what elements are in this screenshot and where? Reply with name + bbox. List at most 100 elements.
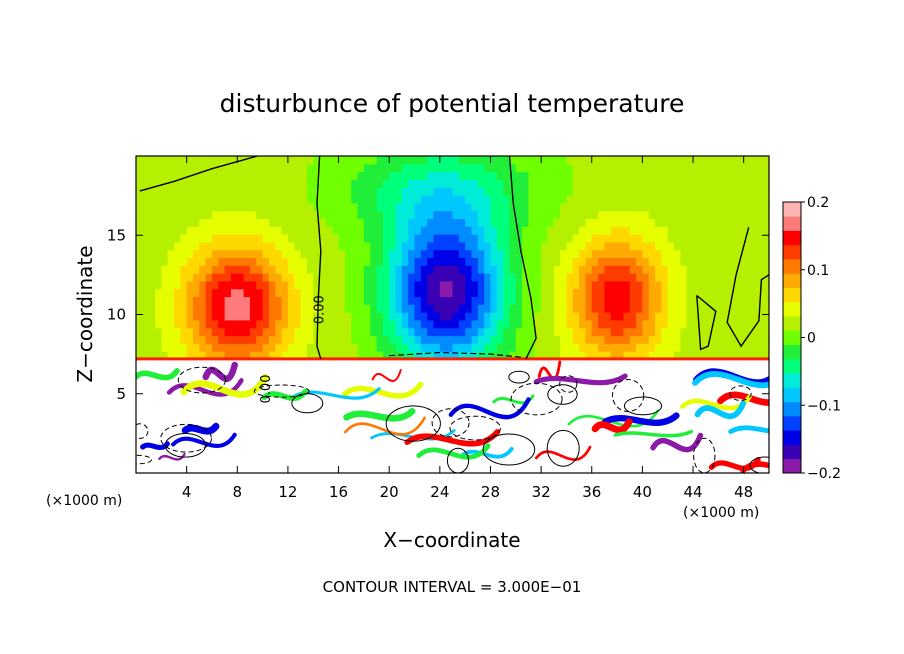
field-cell [750,273,757,282]
field-cell [756,319,764,329]
field-cell [256,351,264,360]
field-cell [655,156,662,165]
field-cell [275,163,283,173]
field-cell [376,343,384,352]
field-cell [680,202,688,212]
field-cell [629,327,637,337]
field-cell [642,218,650,227]
field-cell [655,265,662,274]
field-cell [585,343,593,352]
field-cell [332,202,340,212]
field-cell [300,319,308,329]
field-cell [712,335,719,344]
field-cell [534,335,542,344]
field-cell [439,218,447,227]
field-cell [699,257,707,266]
field-cell [547,273,555,282]
field-cell [325,249,333,259]
field-cell [541,351,549,360]
field-cell [370,288,378,298]
field-cell [731,273,738,282]
field-cell [680,179,688,188]
field-cell [655,319,662,329]
field-cell [465,312,473,321]
field-cell [306,195,314,204]
field-cell [414,195,422,204]
zero-contour-line [139,156,258,192]
field-cell [363,202,371,212]
field-cell [186,273,194,282]
zero-contour-line [696,294,717,351]
field-cell [465,319,473,329]
field-cell [224,218,232,227]
field-cell [351,210,359,220]
field-cell [319,202,327,212]
field-cell [294,351,302,360]
field-cell [674,288,681,298]
field-cell [408,234,416,243]
field-cell [610,234,618,243]
field-cell [566,288,574,298]
field-cell [712,210,719,220]
field-cell [585,171,593,181]
field-cell [306,273,314,282]
field-cell [604,288,612,298]
field-cell [192,195,200,204]
field-cell [496,280,504,290]
field-cell [750,343,757,352]
field-cell [661,280,669,290]
field-cell [186,218,194,227]
field-cell [458,312,466,321]
field-cell [211,257,219,266]
field-cell [446,210,454,220]
field-cell [737,187,745,196]
field-cell [414,241,422,251]
field-cell [376,327,384,337]
field-cell [477,280,485,290]
field-cell [230,187,238,196]
field-cell [623,296,631,305]
field-cell [370,171,378,181]
field-cell [180,202,188,212]
field-cell [218,171,226,181]
x-tick-label: 40 [633,483,652,501]
field-cell [338,249,346,259]
field-cell [648,273,656,282]
field-cell [275,296,283,305]
field-cell [604,319,612,329]
field-cell [224,304,232,313]
field-cell [490,218,498,227]
field-cell [363,312,371,321]
field-cell [572,187,580,196]
field-cell [667,304,675,313]
field-cell [395,163,403,173]
field-cell [617,241,625,251]
field-cell [515,273,523,282]
field-cell [148,241,156,251]
field-cell [218,273,226,282]
field-cell [192,249,200,259]
field-cell [319,163,327,173]
field-cell [230,312,238,321]
field-cell [370,265,378,274]
field-cell [420,156,428,165]
field-cell [338,296,346,305]
field-cell [205,241,213,251]
field-cell [699,163,707,173]
field-cell [173,218,181,227]
field-cell [249,351,257,360]
field-cell [408,296,416,305]
field-cell [142,273,150,282]
field-cell [699,202,707,212]
field-cell [237,327,245,337]
field-cell [199,288,207,298]
field-cell [667,202,675,212]
field-cell [439,288,447,298]
field-cell [427,280,435,290]
field-cell [598,156,606,165]
field-cell [484,257,492,266]
field-cell [439,319,447,329]
field-cell [186,351,194,360]
field-cell [230,304,238,313]
